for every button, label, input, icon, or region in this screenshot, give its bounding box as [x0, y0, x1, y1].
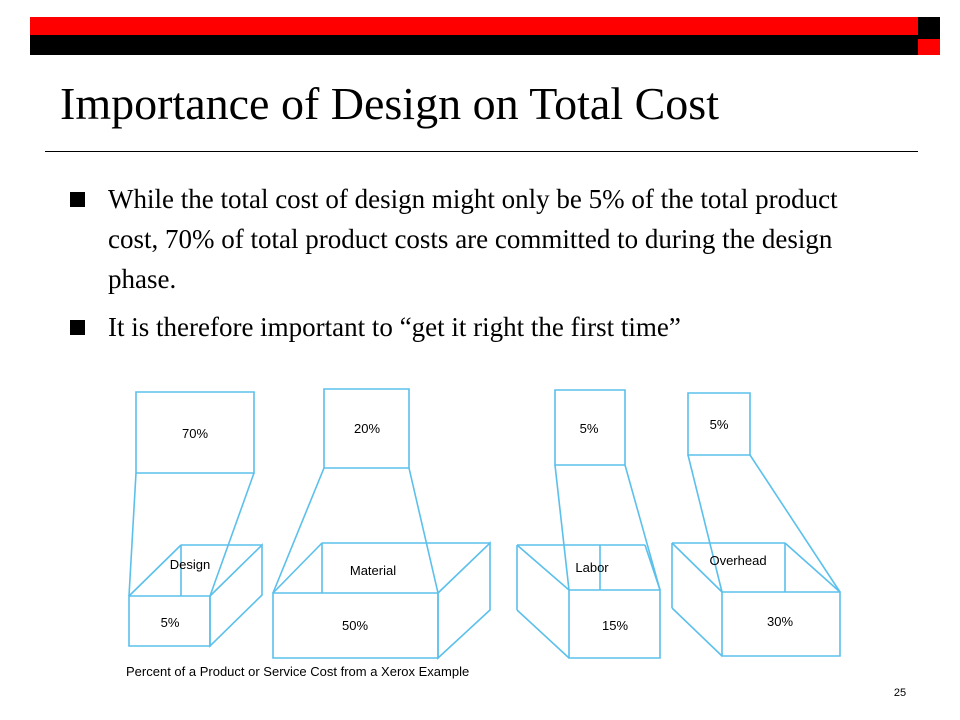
funnel-overhead-label: Overhead: [709, 553, 766, 568]
funnel-design-edge: [209, 472, 255, 597]
header-red-square: [918, 39, 940, 55]
bullet-text: It is therefore important to “get it rig…: [108, 312, 681, 342]
funnel-overhead-bottom-percent: 30%: [767, 614, 793, 629]
funnel-material-edge: [272, 467, 325, 594]
funnel-design-top-percent: 70%: [182, 426, 208, 441]
funnel-overhead-box: [721, 591, 841, 657]
header-red-bar: [30, 17, 940, 35]
bullet-item: It is therefore important to “get it rig…: [70, 307, 890, 347]
header-black-square: [918, 17, 940, 39]
funnel-labor-edge: [516, 609, 570, 659]
funnel-overhead-edge: [687, 454, 723, 593]
funnel-labor-edge: [624, 464, 661, 591]
bullet-item: While the total cost of design might onl…: [70, 179, 890, 299]
funnel-labor-top-percent: 5%: [580, 421, 599, 436]
bullet-text: While the total cost of design might onl…: [108, 184, 838, 294]
funnel-design-bottom-percent: 5%: [161, 615, 180, 630]
funnel-material-edge: [408, 467, 439, 594]
title-divider: [45, 151, 918, 152]
bullet-list: While the total cost of design might onl…: [70, 179, 890, 355]
funnel-labor-edge: [554, 464, 570, 591]
funnel-material-top-percent: 20%: [354, 421, 380, 436]
funnel-material-bottom-percent: 50%: [342, 618, 368, 633]
header-black-bar: [30, 35, 940, 55]
funnel-overhead-edge: [671, 542, 723, 593]
funnel-design-box: [209, 543, 263, 648]
funnel-overhead-edge: [749, 454, 841, 593]
slide-number: 25: [893, 687, 907, 699]
funnel-labor-bottom-percent: 15%: [602, 618, 628, 633]
funnel-overhead-edge: [671, 607, 723, 657]
diagram-caption: Percent of a Product or Service Cost fro…: [126, 664, 469, 679]
funnel-overhead-edge: [784, 542, 841, 593]
funnel-labor-label: Labor: [575, 560, 609, 575]
funnel-outlines: [128, 388, 841, 660]
funnel-material-edge: [272, 542, 323, 594]
funnel-overhead-top-percent: 5%: [710, 417, 729, 432]
funnel-design-edge: [128, 472, 137, 597]
funnel-design-label: Design: [170, 557, 210, 572]
funnel-material-box: [437, 541, 491, 660]
funnel-material-label: Material: [350, 563, 396, 578]
square-bullet-icon: [70, 320, 85, 335]
square-bullet-icon: [70, 192, 85, 207]
funnel-labor-edge: [516, 544, 570, 591]
funnel-design-edge: [128, 544, 182, 597]
slide-title: Importance of Design on Total Cost: [60, 78, 719, 129]
funnel-labor-box: [568, 589, 661, 659]
